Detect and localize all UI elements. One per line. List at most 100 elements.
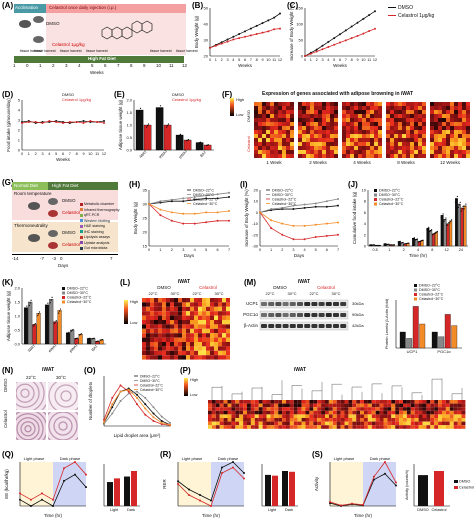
y-axis-label: RER <box>162 479 167 489</box>
x-tick-label: 8 <box>351 58 353 62</box>
heatmap-cell <box>214 306 218 312</box>
heatmap-cell <box>395 400 400 404</box>
heatmap-cell <box>438 421 442 426</box>
x-axis-label: Time (hr) <box>44 513 63 518</box>
heatmap-temp-label: 22°C <box>193 291 202 296</box>
heatmap-cell <box>310 142 314 146</box>
heatmap-cell <box>250 410 255 415</box>
heatmap-cell <box>226 306 230 312</box>
heatmap-cell <box>150 337 154 342</box>
heatmap-cell <box>390 126 394 130</box>
data-point <box>85 473 87 476</box>
y-tick-label: 0.0 <box>126 148 132 153</box>
heatmap-cell <box>178 337 182 342</box>
heatmap-cell <box>334 150 338 154</box>
heatmap-cell <box>146 346 150 351</box>
scale-low-label: Low <box>236 112 243 117</box>
blot-band <box>261 324 267 328</box>
heatmap-cell <box>166 328 170 334</box>
heatmap-cell <box>358 122 362 126</box>
data-point <box>408 242 410 244</box>
heatmap-cell <box>170 346 174 351</box>
data-point <box>63 479 65 482</box>
data-point <box>325 222 328 225</box>
heatmap-cell <box>330 110 334 114</box>
heatmap-cell <box>360 418 364 422</box>
heatmap-cell <box>321 418 325 422</box>
heatmap-cell <box>434 106 438 110</box>
category-label: DMSO <box>417 508 428 512</box>
heatmap-cell <box>226 302 230 307</box>
data-point <box>372 244 375 246</box>
heatmap-cell <box>371 403 376 408</box>
heatmap-cell <box>450 138 454 142</box>
heatmap-cell <box>282 421 286 426</box>
heatmap-cell <box>235 407 240 411</box>
data-point <box>37 315 39 317</box>
heatmap-cell <box>374 134 378 138</box>
blot-temp-label: 30°C <box>288 291 297 296</box>
heatmap-cell <box>466 114 470 118</box>
data-point <box>279 12 281 15</box>
legend-text: Celastrol~30°C <box>67 300 92 304</box>
heatmap-cell <box>286 418 290 422</box>
heatmap-cell <box>218 346 222 351</box>
heatmap-cell <box>254 102 258 106</box>
heatmap-cell <box>254 403 259 408</box>
heatmap-cell <box>334 122 338 126</box>
heatmap-cell <box>174 302 178 307</box>
heatmap-cell <box>375 400 380 404</box>
heatmap-cell <box>434 110 438 114</box>
data-point <box>455 198 458 200</box>
data-point <box>415 238 418 241</box>
legend-text: Celastrol 1μg/kg <box>62 97 91 102</box>
heatmap-cell <box>186 320 190 325</box>
legend-text: Celastrol~22°C <box>379 198 404 202</box>
heatmap-cell <box>198 302 202 307</box>
heatmap-cell <box>367 400 372 404</box>
heatmap-cell <box>322 134 326 138</box>
heatmap-cell <box>310 106 314 110</box>
blot-temp-label: 22°C <box>310 291 319 296</box>
heatmap-cell <box>390 114 394 118</box>
heatmap-cell <box>410 106 414 110</box>
heatmap-cell <box>332 425 337 429</box>
heatmap-cell <box>454 118 458 122</box>
heatmap-cell <box>418 425 423 429</box>
data-point <box>321 44 324 47</box>
heatmap-cell <box>350 130 354 134</box>
heatmap-cell <box>254 414 259 418</box>
heatmap-cell <box>262 134 266 138</box>
blot-band <box>304 324 311 328</box>
heatmap-cell <box>250 418 255 422</box>
heatmap-cell <box>342 110 346 114</box>
heatmap-cell <box>399 407 403 411</box>
heatmap-cell <box>282 146 286 150</box>
heatmap-cell <box>406 418 411 422</box>
data-point <box>395 481 397 484</box>
heatmap-cell <box>454 150 458 154</box>
tissue-harvest-label: tissue harvest <box>60 49 82 53</box>
heatmap-cell <box>366 110 370 114</box>
heatmap-cell <box>458 134 462 138</box>
heatmap-cell <box>227 425 232 429</box>
heatmap-cell <box>330 126 334 130</box>
data-point <box>159 214 162 217</box>
heatmap-cell <box>366 106 370 110</box>
heatmap-cell <box>322 154 326 158</box>
data-point <box>66 333 68 335</box>
heatmap-cell <box>266 118 270 122</box>
data-point <box>432 234 434 236</box>
heatmap-cell <box>450 114 454 118</box>
heatmap-cell <box>270 114 274 118</box>
y-axis-label: Increase of Body Weight (%) <box>289 3 294 61</box>
heatmap-cell <box>346 154 350 158</box>
data-point <box>127 390 130 393</box>
heatmap-cell <box>170 337 174 342</box>
heatmap-cell <box>399 425 403 429</box>
heatmap-cell <box>290 142 294 146</box>
data-point <box>445 217 447 219</box>
data-point <box>325 200 328 203</box>
